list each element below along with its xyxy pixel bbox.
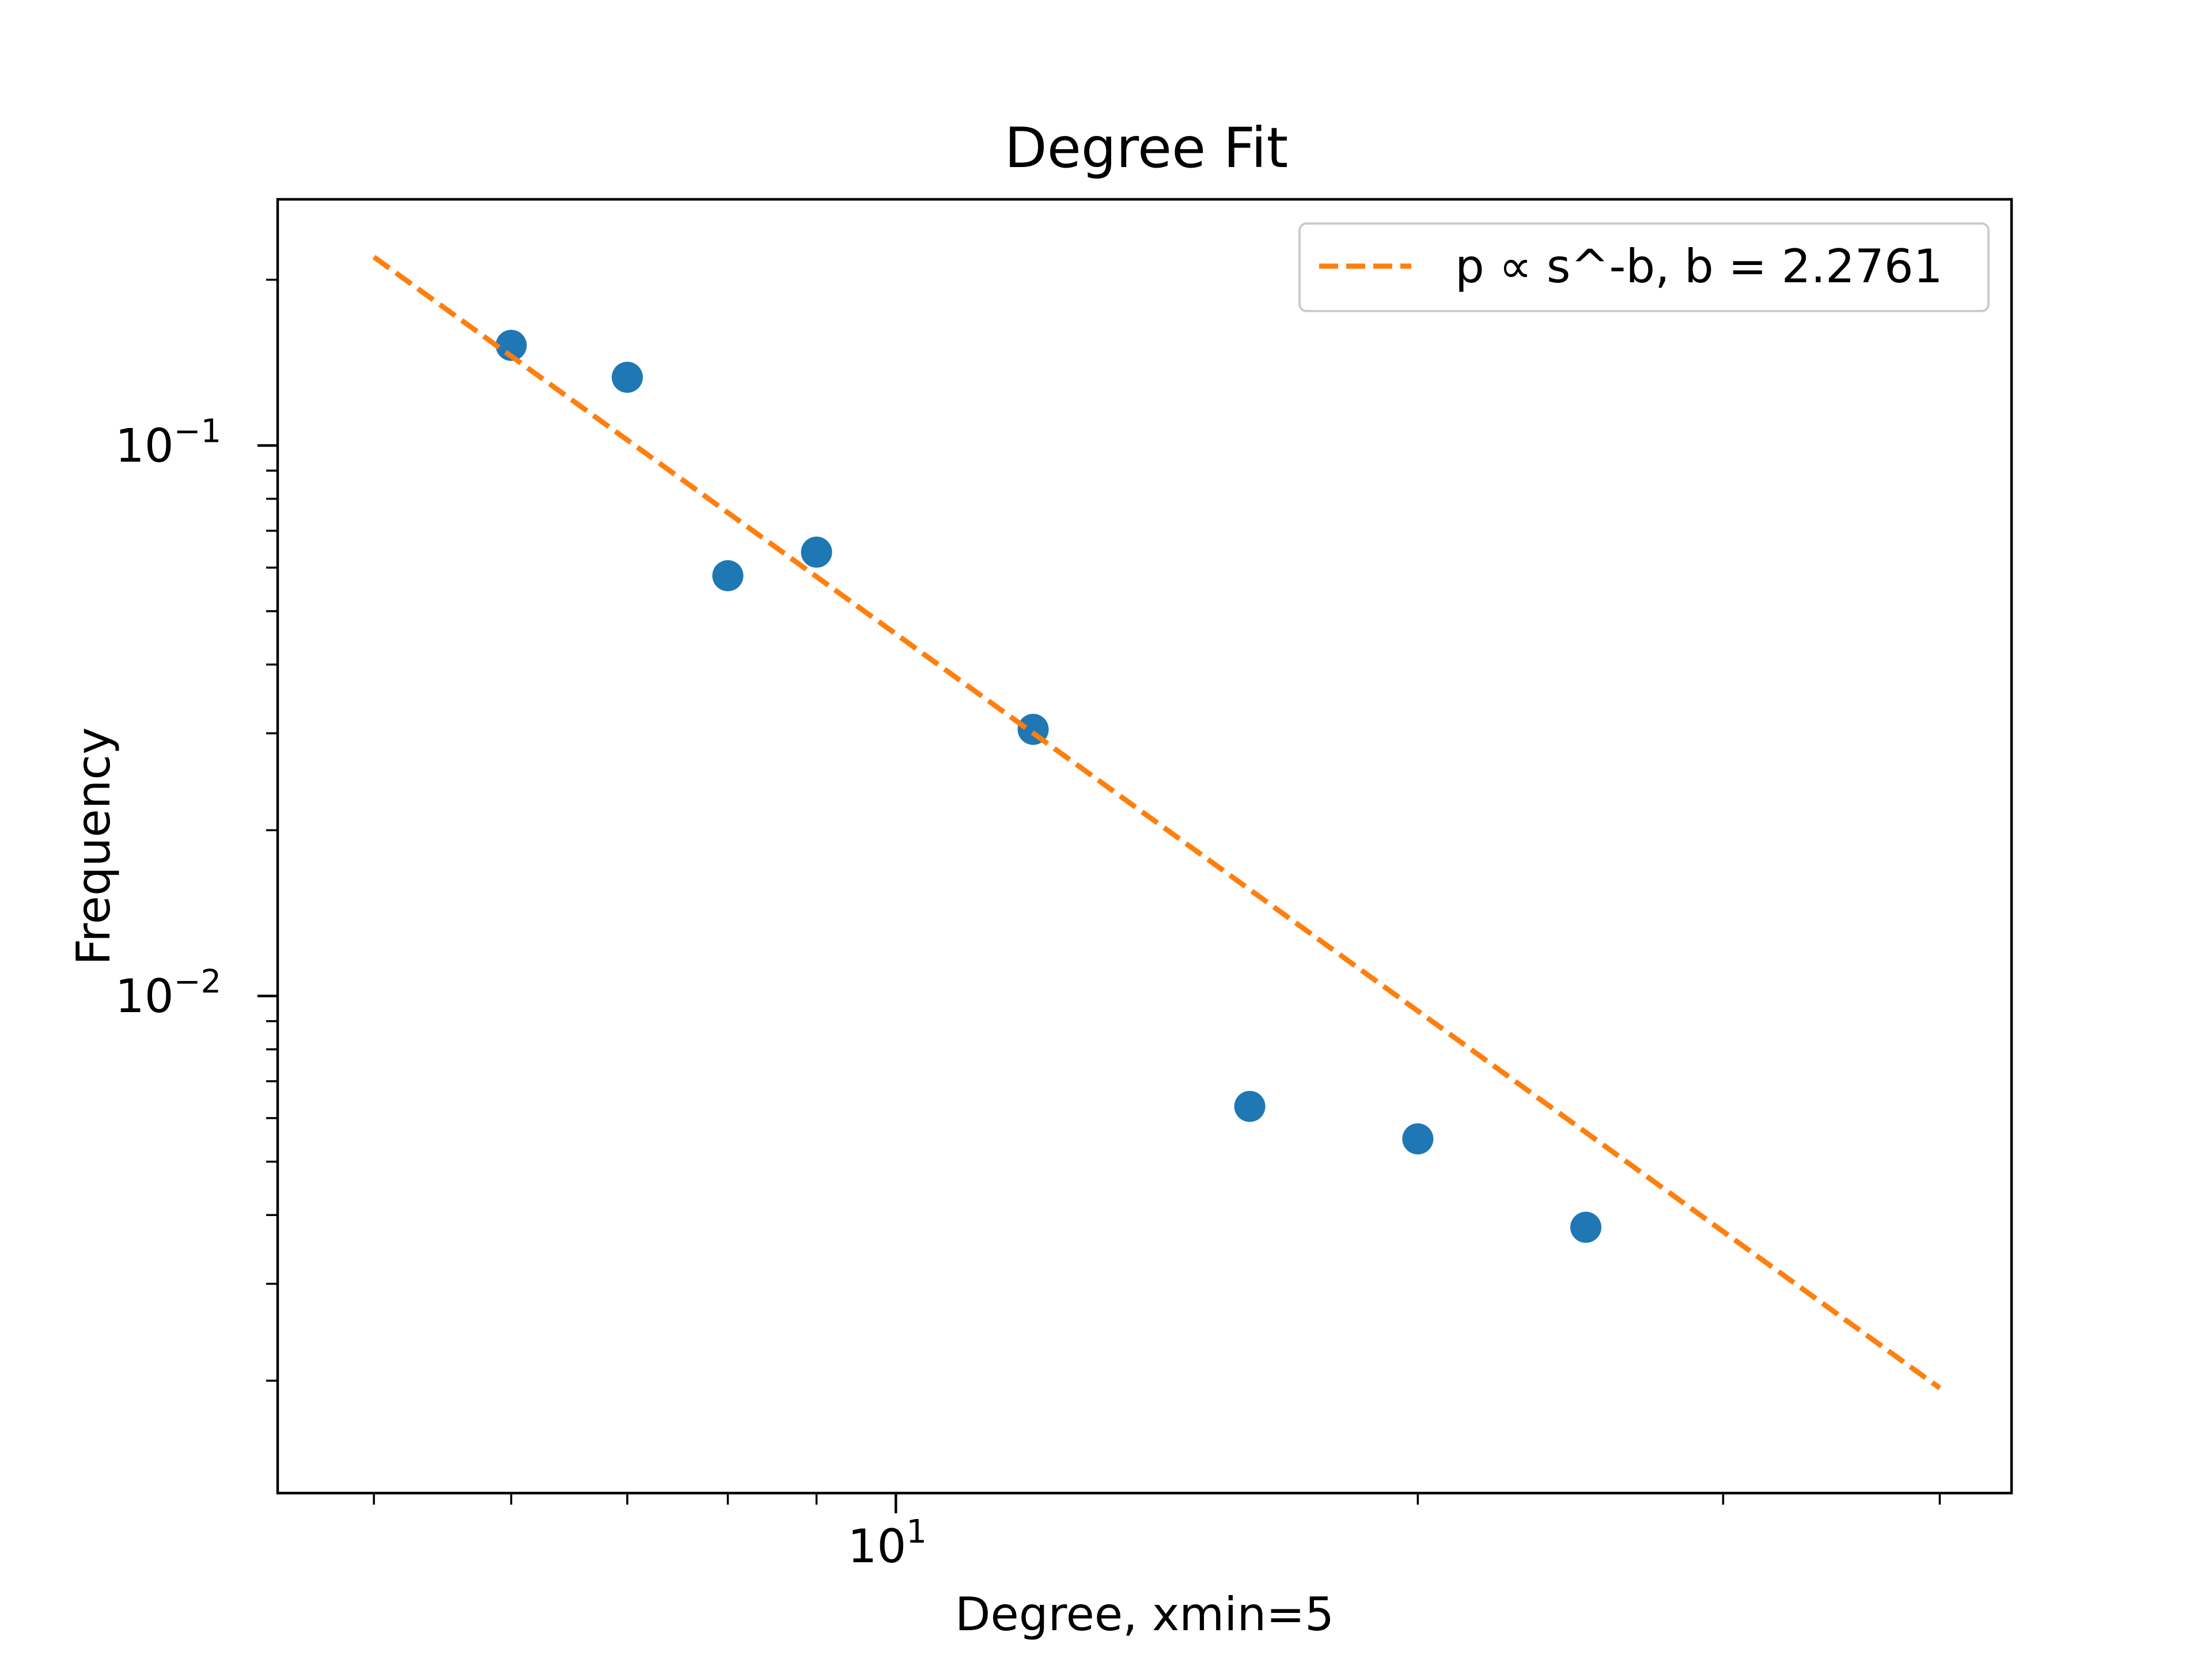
- y-tick-label-base: 10: [115, 969, 174, 1023]
- x-tick-label-base: 10: [847, 1520, 906, 1573]
- legend-box: [1298, 222, 1990, 312]
- data-point: [1570, 1211, 1602, 1243]
- x-axis-ticks: 101: [373, 1493, 1941, 1573]
- y-tick-label-exponent: −2: [174, 963, 222, 1001]
- x-tick-label-exponent: 1: [906, 1513, 927, 1551]
- legend: p ∝ s^-b, b = 2.2761: [1298, 222, 1990, 312]
- legend-label: p ∝ s^-b, b = 2.2761: [1455, 240, 1943, 293]
- fit-line: [372, 255, 1942, 1391]
- data-point: [1234, 1090, 1266, 1122]
- y-tick-label: 10−1: [115, 412, 221, 472]
- data-point: [712, 560, 744, 592]
- x-axis-label: Degree, xmin=5: [955, 1588, 1334, 1641]
- chart-title: Degree Fit: [1005, 116, 1288, 180]
- data-point: [611, 361, 643, 393]
- x-tick-label: 101: [847, 1513, 926, 1573]
- y-axis-label: Frequency: [67, 727, 120, 965]
- plot-content: [372, 255, 1942, 1391]
- plot-frame: [276, 198, 2013, 1495]
- data-point: [1402, 1123, 1434, 1155]
- data-point: [495, 329, 527, 361]
- y-tick-label-base: 10: [115, 419, 174, 472]
- data-point: [801, 536, 832, 568]
- y-tick-label: 10−2: [115, 963, 221, 1023]
- y-axis-ticks: 10−110−2: [115, 278, 278, 1382]
- y-tick-label-exponent: −1: [174, 412, 222, 450]
